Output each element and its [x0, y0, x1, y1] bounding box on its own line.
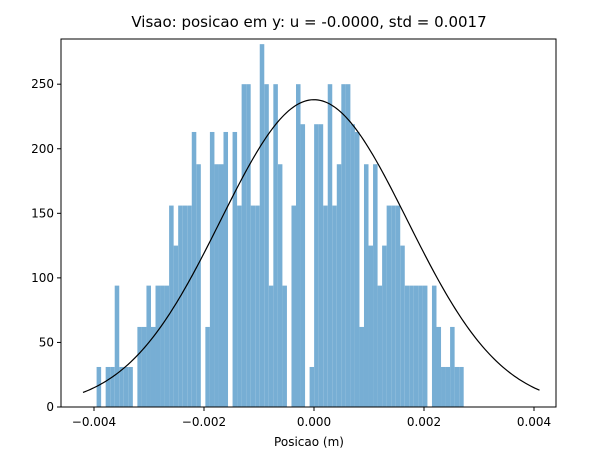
histogram-bar — [191, 131, 197, 407]
x-tick-label: 0.000 — [297, 415, 331, 429]
histogram-bar — [128, 366, 133, 407]
histogram-bar — [454, 366, 460, 407]
x-tick-label: 0.004 — [517, 415, 551, 429]
x-tick-label: −0.002 — [182, 415, 226, 429]
histogram-bar — [309, 366, 315, 407]
histogram-bar — [341, 84, 346, 407]
histogram-bar — [155, 285, 161, 407]
histogram-bar — [246, 84, 251, 407]
histogram-bar — [359, 326, 364, 407]
y-tick-label: 0 — [46, 400, 54, 414]
histogram-bar — [237, 205, 242, 407]
y-tick-label: 50 — [39, 335, 54, 349]
histogram-bar — [114, 285, 120, 407]
histogram-bar — [160, 285, 165, 407]
histogram-bar — [264, 84, 269, 407]
histogram-bar — [382, 245, 387, 407]
normal-fit-curve — [82, 99, 540, 394]
histogram-bar — [345, 84, 351, 407]
histogram-bar — [277, 164, 283, 407]
y-tick-label: 150 — [31, 206, 54, 220]
histogram-bar — [332, 205, 337, 407]
histogram-bar — [205, 326, 210, 407]
histogram-bar — [209, 131, 215, 407]
histogram-bar — [123, 366, 129, 407]
histogram-bar — [336, 164, 342, 407]
histogram-bar — [386, 205, 392, 407]
histogram-bar — [318, 124, 324, 407]
y-tick-label: 250 — [31, 77, 54, 91]
plot-frame — [60, 38, 557, 408]
histogram-bar — [350, 124, 355, 407]
chart-title: Visao: posicao em y: u = -0.0000, std = … — [131, 13, 486, 31]
x-axis-label: Posicao (m) — [274, 435, 344, 449]
histogram-bar — [137, 326, 142, 407]
histogram-bar — [105, 366, 111, 407]
histogram-bar — [96, 366, 102, 407]
histogram-bar — [395, 205, 401, 407]
histogram-bar — [173, 245, 179, 407]
histogram-bar — [459, 366, 464, 407]
histogram-bar — [296, 84, 301, 407]
histogram-bar — [150, 326, 156, 407]
histogram-bar — [291, 205, 296, 407]
histogram-bar — [409, 285, 414, 407]
histogram-bar — [232, 131, 238, 407]
histogram-bar — [187, 205, 192, 407]
histogram-bar — [273, 84, 278, 407]
normal-curve-layer — [82, 99, 540, 394]
y-axis: 0 50 100 150 200 250 — [31, 77, 61, 414]
histogram-bar — [255, 205, 260, 407]
x-tick-label: −0.004 — [72, 415, 116, 429]
histogram-bar — [400, 245, 405, 407]
histogram-bar — [422, 285, 428, 407]
x-axis: −0.004 −0.002 0.000 0.002 0.004 — [72, 407, 551, 429]
histogram-bar — [164, 285, 170, 407]
histogram-bars — [96, 44, 464, 407]
histogram-bar — [391, 205, 396, 407]
histogram-bar — [413, 285, 419, 407]
histogram-bar — [182, 205, 188, 407]
histogram-bar — [436, 326, 442, 407]
y-tick-label: 100 — [31, 271, 54, 285]
histogram-bar — [218, 164, 224, 407]
histogram-bar — [214, 164, 219, 407]
histogram-bar — [268, 285, 274, 407]
histogram-bar — [327, 84, 333, 407]
histogram-bar — [110, 366, 115, 407]
histogram-bar — [169, 205, 174, 407]
histogram-bar — [323, 205, 328, 407]
histogram-bar — [241, 84, 247, 407]
histogram-bar — [223, 131, 229, 407]
histogram-bar — [431, 285, 437, 407]
histogram-bar — [259, 44, 265, 407]
histogram-bar — [363, 164, 369, 407]
histogram-bar — [196, 164, 201, 407]
histogram-bar — [377, 285, 383, 407]
histogram-bar — [314, 124, 319, 407]
x-tick-label: 0.002 — [407, 415, 441, 429]
histogram-bar — [178, 205, 183, 407]
histogram-bar — [141, 326, 147, 407]
histogram-bar — [119, 366, 124, 407]
histogram-bar — [373, 164, 378, 407]
histogram-bar — [418, 285, 423, 407]
histogram-bar — [300, 124, 306, 407]
histogram-bar — [354, 131, 360, 407]
histogram-bar — [250, 205, 256, 407]
histogram-bar — [146, 285, 151, 407]
histogram-bar — [445, 366, 451, 407]
histogram-bar — [282, 285, 287, 407]
histogram-bar — [450, 326, 455, 407]
histogram-bar — [441, 366, 446, 407]
histogram-bar — [368, 245, 374, 407]
y-tick-label: 200 — [31, 142, 54, 156]
histogram-bar — [404, 285, 410, 407]
